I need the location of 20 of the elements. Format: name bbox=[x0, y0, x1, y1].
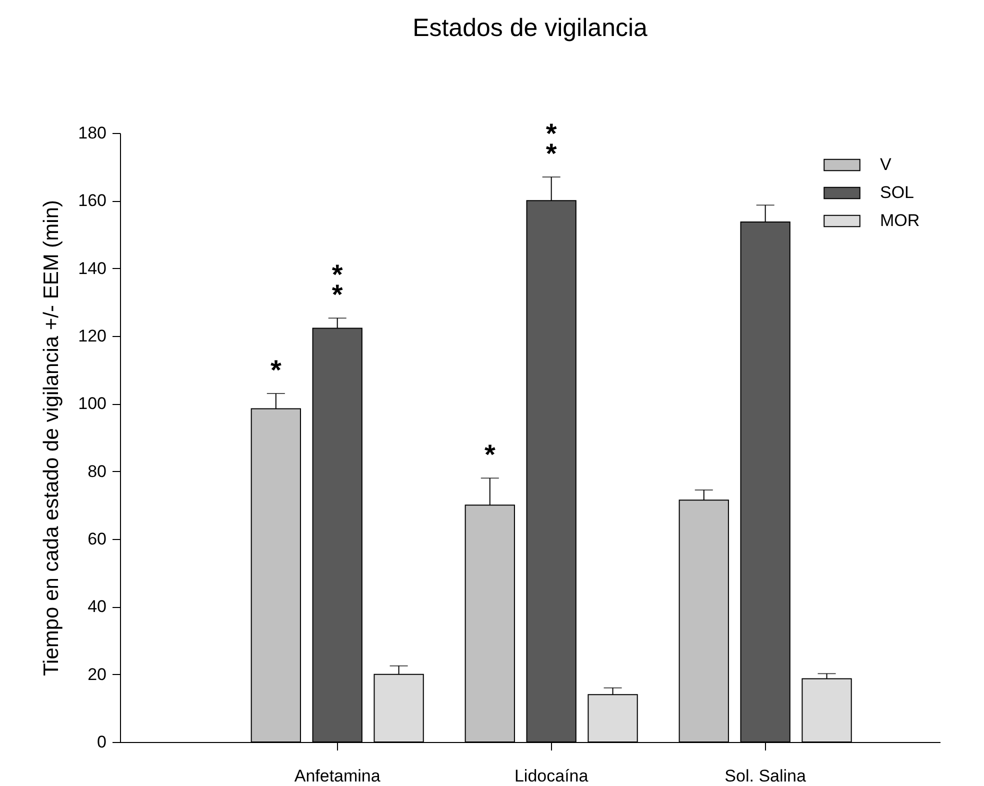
x-tick-label: Lidocaína bbox=[514, 766, 589, 786]
y-tick-label: 120 bbox=[78, 326, 106, 346]
y-tick-label: 0 bbox=[97, 732, 106, 752]
y-tick-label: 180 bbox=[78, 124, 106, 142]
annotation: * bbox=[270, 354, 282, 386]
y-tick-label: 20 bbox=[88, 664, 106, 684]
y-tick-label: 160 bbox=[78, 191, 106, 210]
x-tick-label: Anfetamina bbox=[294, 766, 381, 786]
y-tick-label: 80 bbox=[88, 462, 106, 481]
y-tick-label: 140 bbox=[78, 258, 106, 278]
y-tick-label: 100 bbox=[78, 394, 106, 414]
y-tick-label: 40 bbox=[88, 597, 106, 616]
annotation: * bbox=[484, 439, 496, 470]
x-tick-label: Sol. Salina bbox=[724, 766, 807, 786]
chart-title: Estados de vigilancia bbox=[412, 14, 648, 42]
y-axis-title: Tiempo en cada estado de vigilancia +/- EEM (min) bbox=[40, 200, 64, 676]
legend-label: SOL bbox=[880, 183, 914, 202]
legend-label: V bbox=[880, 155, 892, 174]
y-tick-label: 60 bbox=[88, 530, 106, 548]
legend-label: MOR bbox=[880, 211, 920, 230]
